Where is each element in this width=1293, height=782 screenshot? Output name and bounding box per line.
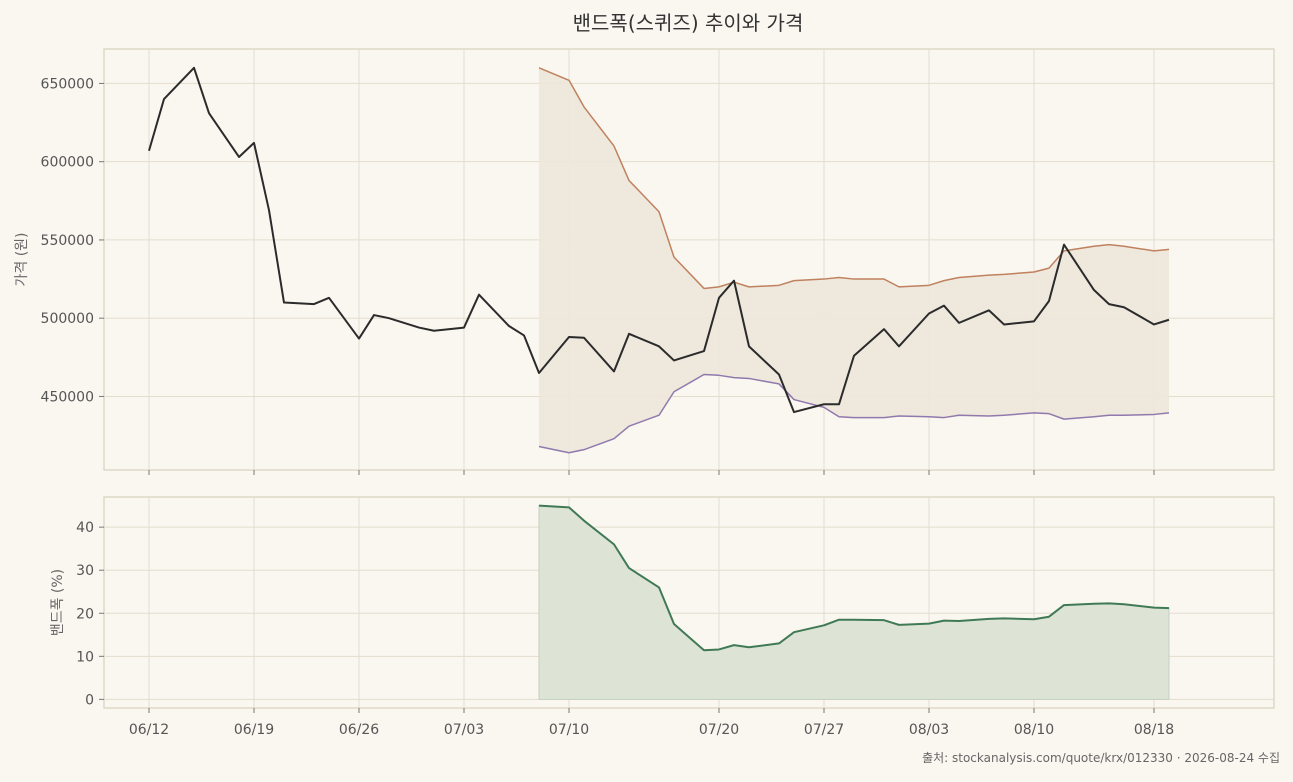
bandwidth-y-tick-label: 30 <box>76 563 94 579</box>
bandwidth-y-tick-label: 20 <box>76 606 94 622</box>
chart-title: 밴드폭(스퀴즈) 추이와 가격 <box>573 11 804 35</box>
x-tick-label: 06/19 <box>234 722 274 738</box>
x-tick-label: 06/12 <box>129 722 169 738</box>
source-caption: 출처: stockanalysis.com/quote/krx/012330 ·… <box>922 751 1280 765</box>
lower-band-line <box>538 373 1170 454</box>
price-y-tick-label: 650000 <box>41 76 94 92</box>
price-y-axis-label: 가격 (원) <box>14 232 30 286</box>
bandwidth-y-axis-label: 밴드폭 (%) <box>50 569 66 636</box>
price-y-tick-label: 550000 <box>41 233 94 249</box>
x-tick-label: 07/27 <box>804 722 844 738</box>
bandwidth-line <box>538 504 1170 652</box>
price-line <box>148 66 1170 414</box>
bandwidth-y-tick-label: 0 <box>85 692 94 708</box>
x-tick-label: 07/20 <box>699 722 739 738</box>
x-tick-label: 08/18 <box>1134 722 1174 738</box>
x-tick-label: 08/03 <box>909 722 949 738</box>
bollinger-band-fill <box>539 67 1169 453</box>
x-tick-label: 08/10 <box>1014 722 1054 738</box>
bandwidth-y-tick-label: 40 <box>76 520 94 536</box>
bandwidth-y-tick-label: 10 <box>76 649 94 665</box>
upper-band-line <box>538 67 1170 290</box>
x-tick-label: 07/10 <box>549 722 589 738</box>
x-tick-label: 06/26 <box>339 722 379 738</box>
x-tick-label: 07/03 <box>444 722 484 738</box>
price-y-tick-label: 450000 <box>41 389 94 405</box>
price-y-tick-label: 600000 <box>41 155 94 171</box>
price-y-tick-label: 500000 <box>41 311 94 327</box>
